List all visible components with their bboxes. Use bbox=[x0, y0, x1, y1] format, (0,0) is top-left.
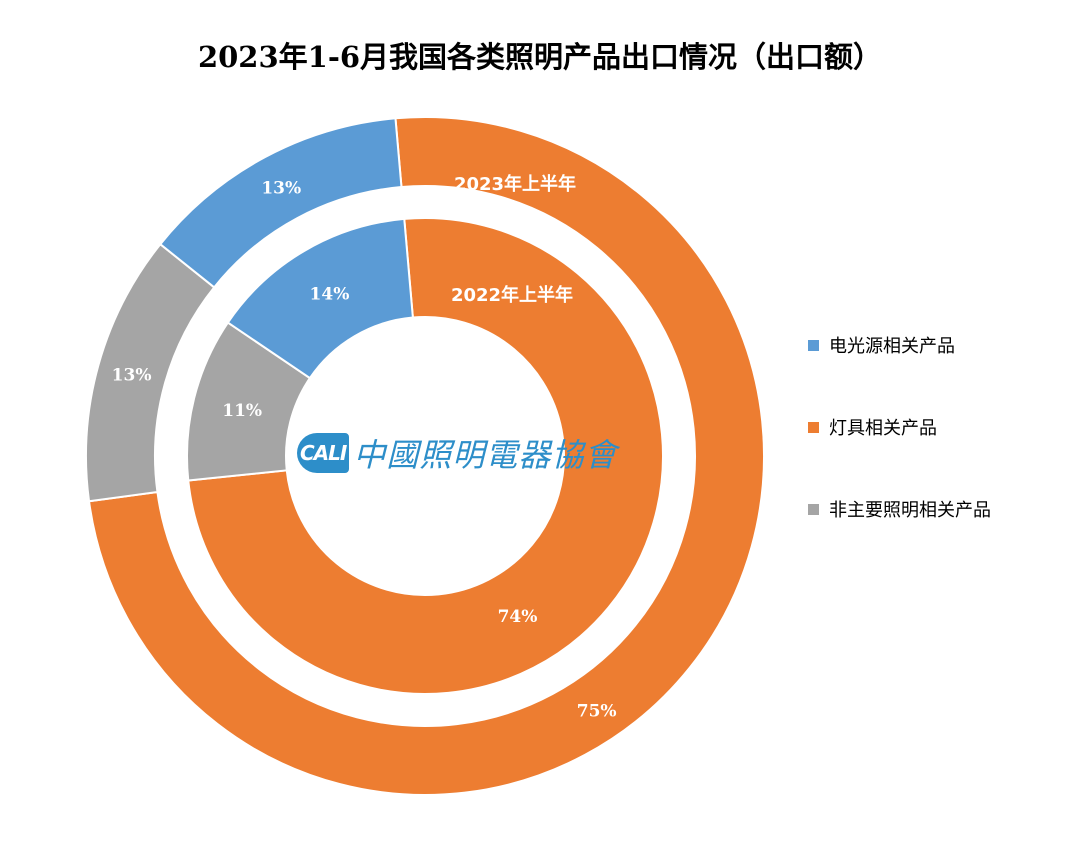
logo-text: 中國照明電器協會 bbox=[353, 436, 618, 474]
logo-mark: CALI bbox=[297, 433, 350, 473]
legend-item-light-source: 电光源相关产品 bbox=[808, 332, 991, 358]
slice-outer-0 bbox=[158, 117, 403, 289]
legend-label: 电光源相关产品 bbox=[829, 336, 955, 357]
legend-label: 灯具相关产品 bbox=[829, 418, 937, 439]
data-label-outer-1: 75% bbox=[577, 702, 617, 722]
slice-inner-0 bbox=[226, 217, 414, 380]
data-label-outer-0: 13% bbox=[261, 179, 301, 199]
series-label-outer: 2023年上半年 bbox=[454, 173, 576, 195]
data-label-inner-1: 74% bbox=[498, 607, 538, 627]
data-label-outer-2: 13% bbox=[112, 366, 152, 386]
legend-label: 非主要照明相关产品 bbox=[829, 500, 991, 521]
series-label-inner: 2022年上半年 bbox=[451, 284, 573, 306]
cali-logo: CALI 中國照明電器協會 bbox=[297, 430, 617, 476]
slice-inner-1 bbox=[187, 217, 664, 695]
legend-item-other: 非主要照明相关产品 bbox=[808, 496, 991, 522]
legend: 电光源相关产品 灯具相关产品 非主要照明相关产品 bbox=[808, 332, 991, 578]
chart-title: 2023年1-6月我国各类照明产品出口情况（出口额） bbox=[197, 40, 883, 74]
data-label-inner-0: 14% bbox=[310, 285, 350, 305]
legend-swatch bbox=[808, 503, 819, 515]
legend-item-luminaire: 灯具相关产品 bbox=[808, 414, 991, 440]
data-label-inner-2: 11% bbox=[222, 401, 262, 421]
legend-swatch bbox=[808, 421, 819, 433]
slice-outer-1 bbox=[87, 116, 765, 796]
legend-swatch bbox=[808, 339, 819, 351]
